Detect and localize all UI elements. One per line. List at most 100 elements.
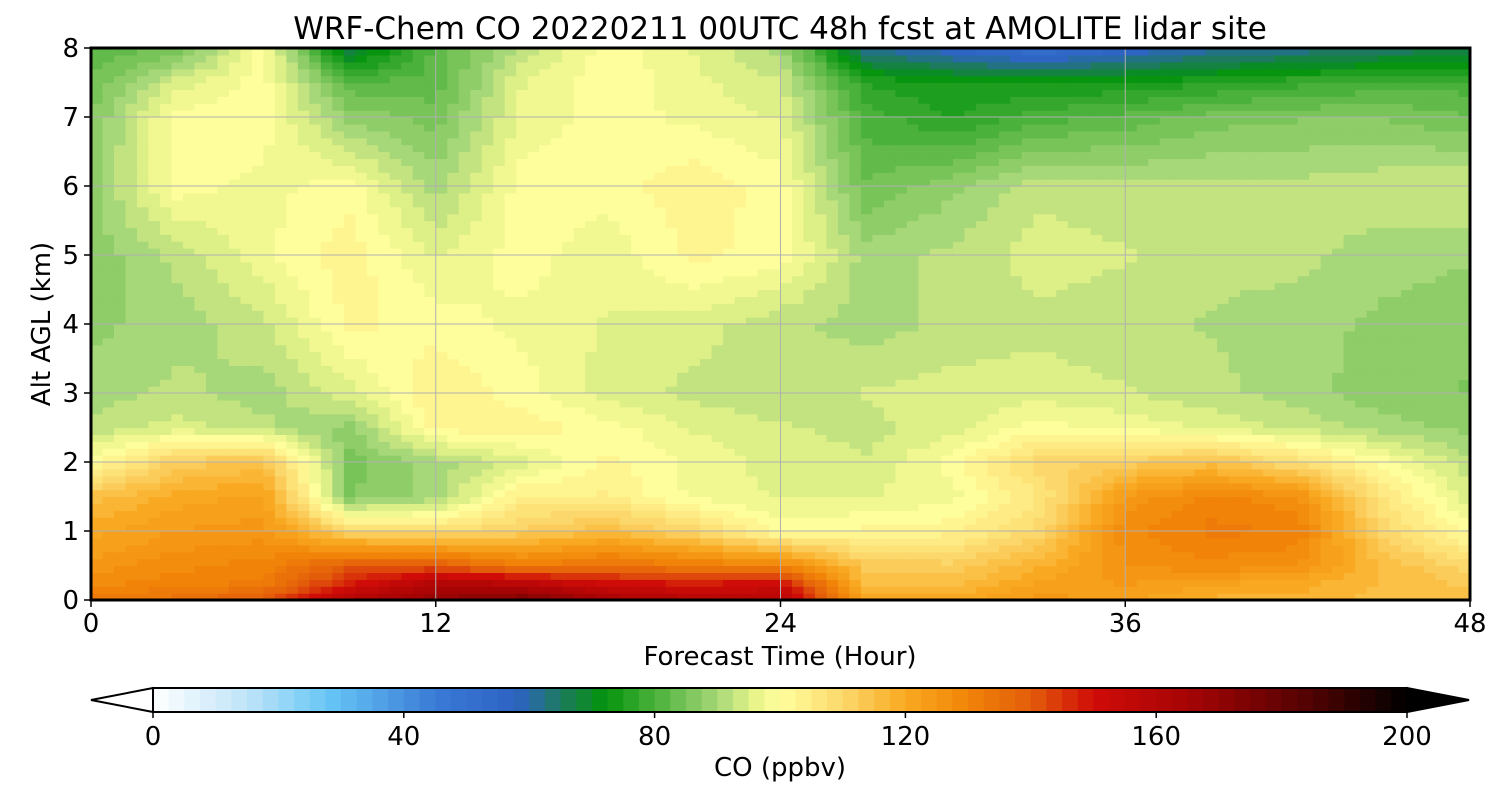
heat-cell [481,455,494,463]
heat-cell [1458,399,1470,408]
heat-cell [1286,593,1299,600]
heat-cell [274,448,287,456]
heat-cell [654,462,667,470]
heat-cell [929,455,942,463]
heat-cell [401,386,414,394]
heat-cell [964,317,977,325]
heat-cell [297,358,310,366]
heat-cell [435,572,448,580]
heat-cell [803,489,816,498]
heat-cell [447,379,460,387]
heat-cell [619,579,632,587]
heat-cell [837,503,851,511]
heat-cell [125,399,138,408]
heat-cell [723,551,736,560]
heat-cell [1263,510,1276,518]
heat-cell [378,503,391,511]
heat-cell [527,413,540,422]
heat-cell [1297,379,1310,387]
heat-cell [435,462,448,470]
heat-cell [1090,317,1103,325]
heat-cell [1136,586,1149,594]
heat-cell [171,544,184,553]
heat-cell [366,537,379,546]
heat-cell [573,517,586,525]
heat-cell [527,399,540,408]
heat-cell [516,558,529,567]
heat-cell [1343,503,1356,511]
heat-cell [711,544,724,553]
heat-cell [435,344,448,353]
heat-cell [1458,489,1470,498]
heat-cell [1401,537,1414,546]
heat-cell [539,586,552,594]
heat-cell [1424,399,1437,408]
heat-cell [378,475,391,484]
heat-cell [447,558,460,567]
heat-cell [1182,337,1195,346]
heat-cell [631,496,644,504]
heat-cell [1332,317,1345,325]
heat-cell [182,565,196,573]
heat-cell [918,351,931,360]
heat-cell [1010,330,1023,339]
heat-cell [516,386,529,394]
heat-cell [1205,503,1218,511]
heat-cell [148,593,161,600]
heat-cell [1079,558,1092,567]
heat-cell [1067,351,1080,360]
heat-cell [447,372,460,380]
heat-cell [217,413,230,422]
heat-cell [1286,496,1299,504]
heat-cell [1090,579,1103,587]
heat-cell [700,565,713,573]
heat-cell [642,330,655,339]
heat-cell [585,586,598,594]
heat-cell [447,434,460,442]
heat-cell [263,551,276,560]
heat-cell [688,462,701,470]
heat-cell [573,427,586,435]
heat-cell [504,475,517,484]
heat-cell [849,524,862,532]
heat-cell [1240,462,1253,470]
heat-cell [677,310,690,318]
heat-cell [159,517,173,525]
heat-cell [297,324,310,332]
heat-cell [102,586,115,594]
heat-cell [539,551,552,560]
heat-cell [780,448,793,456]
heat-cell [1366,379,1379,387]
heat-cell [148,503,161,511]
heat-cell [355,420,368,429]
heat-cell [136,586,150,594]
heat-cell [527,337,540,346]
heat-cell [1182,496,1195,504]
heat-cell [389,565,402,573]
heat-cell [1033,441,1046,449]
heat-cell [619,310,632,318]
heat-cell [1090,455,1103,463]
heat-cell [1355,365,1368,373]
heat-cell [1263,544,1276,553]
heat-cell [1435,365,1448,373]
heat-cell [1125,558,1138,567]
heat-cell [1458,551,1470,560]
heat-cell [286,427,299,435]
heat-cell [975,344,988,353]
heat-cell [1424,358,1437,366]
heat-cell [1412,544,1425,553]
heat-cell [1182,482,1195,491]
heat-cell [895,468,908,477]
heat-cell [665,372,678,380]
heat-cell [573,317,586,325]
heat-cell [1228,365,1241,373]
heat-cell [401,317,414,325]
heat-cell [401,489,414,498]
heat-cell [654,503,667,511]
heat-cell [964,579,977,587]
heat-cell [723,586,736,594]
heat-cell [240,517,253,525]
heat-cell [746,358,759,366]
heat-cell [1044,317,1057,325]
